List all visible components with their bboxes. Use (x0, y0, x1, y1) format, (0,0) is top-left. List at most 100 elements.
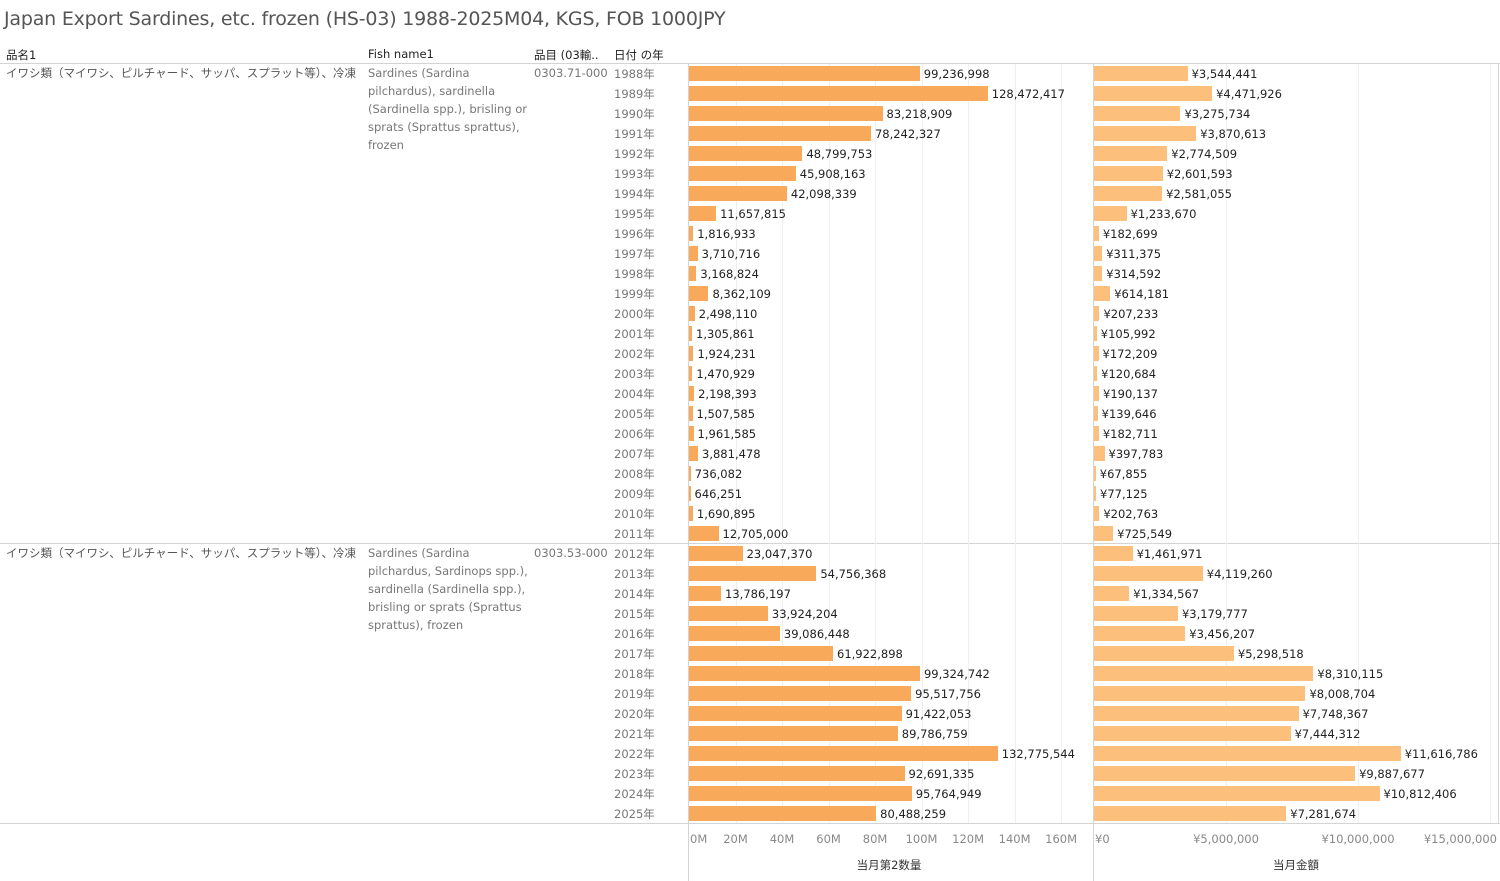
value-bar[interactable] (1094, 206, 1127, 221)
quantity-label: 91,422,053 (905, 707, 972, 721)
quantity-label: 33,924,204 (771, 607, 838, 621)
value-bar[interactable] (1094, 86, 1213, 101)
quantity-bar[interactable] (689, 626, 780, 641)
quantity-bar[interactable] (689, 86, 988, 101)
x-tick-label: 140M (998, 832, 1031, 846)
value-bar[interactable] (1094, 406, 1098, 421)
quantity-bar[interactable] (689, 166, 796, 181)
quantity-label: 1,470,929 (696, 367, 755, 381)
value-bar[interactable] (1094, 186, 1163, 201)
value-bar[interactable] (1094, 326, 1097, 341)
year-label: 2011年 (614, 527, 655, 541)
quantity-label: 42,098,339 (790, 187, 857, 201)
value-bar[interactable] (1094, 626, 1186, 641)
value-bar[interactable] (1094, 426, 1099, 441)
value-bar[interactable] (1094, 306, 1100, 321)
quantity-bar[interactable] (689, 306, 695, 321)
quantity-bar[interactable] (689, 346, 694, 361)
value-bar[interactable] (1094, 686, 1306, 701)
value-bar[interactable] (1094, 786, 1380, 801)
quantity-bar[interactable] (689, 686, 912, 701)
value-bar[interactable] (1094, 526, 1114, 541)
value-bar[interactable] (1094, 566, 1203, 581)
value-bar[interactable] (1094, 106, 1181, 121)
value-bar[interactable] (1094, 766, 1356, 781)
value-bar[interactable] (1094, 166, 1163, 181)
year-label: 1999年 (614, 287, 655, 301)
quantity-bar[interactable] (689, 326, 693, 341)
header-year[interactable]: 日付 の年 (614, 48, 664, 62)
value-bar[interactable] (1094, 606, 1178, 621)
quantity-bar[interactable] (689, 426, 694, 441)
year-label: 1993年 (614, 167, 655, 181)
quantity-bar[interactable] (689, 266, 697, 281)
value-bar[interactable] (1094, 646, 1234, 661)
gridline (828, 64, 830, 823)
value-bar[interactable] (1094, 666, 1314, 681)
year-label: 2022年 (614, 747, 655, 761)
quantity-bar[interactable] (689, 486, 691, 501)
quantity-bar[interactable] (689, 646, 833, 661)
quantity-bar[interactable] (689, 126, 871, 141)
x-tick-label: 120M (952, 832, 984, 846)
quantity-bar[interactable] (689, 786, 912, 801)
value-label: ¥1,334,567 (1133, 587, 1200, 601)
value-bar[interactable] (1094, 226, 1099, 241)
quantity-bar[interactable] (689, 226, 694, 241)
quantity-bar[interactable] (689, 246, 698, 261)
value-bar[interactable] (1094, 506, 1100, 521)
quantity-bar[interactable] (689, 526, 719, 541)
quantity-label: 89,786,759 (901, 727, 968, 741)
quantity-bar[interactable] (689, 386, 695, 401)
value-bar[interactable] (1094, 466, 1096, 481)
value-bar[interactable] (1094, 486, 1097, 501)
quantity-bar[interactable] (689, 546, 743, 561)
quantity-bar[interactable] (689, 806, 877, 821)
header-item-code[interactable]: 品目 (03輸.. (534, 48, 599, 62)
value-bar[interactable] (1094, 246, 1103, 261)
value-bar[interactable] (1094, 726, 1291, 741)
value-bar[interactable] (1094, 546, 1133, 561)
header-fish-name[interactable]: Fish name1 (368, 47, 434, 61)
value-bar[interactable] (1094, 286, 1111, 301)
value-bar[interactable] (1094, 346, 1099, 361)
value-bar[interactable] (1094, 806, 1287, 821)
value-bar[interactable] (1094, 366, 1098, 381)
value-bar[interactable] (1094, 706, 1299, 721)
quantity-label: 80,488,259 (880, 807, 947, 821)
header-divider (0, 63, 1500, 64)
quantity-bar[interactable] (689, 106, 883, 121)
quantity-bar[interactable] (689, 746, 998, 761)
quantity-bar[interactable] (689, 706, 902, 721)
value-bar[interactable] (1094, 746, 1401, 761)
quantity-bar[interactable] (689, 446, 699, 461)
quantity-bar[interactable] (689, 186, 787, 201)
value-bar[interactable] (1094, 386, 1100, 401)
quantity-label: 3,710,716 (701, 247, 761, 261)
value-label: ¥2,581,055 (1166, 187, 1232, 201)
year-label: 2005年 (614, 407, 655, 421)
quantity-bar[interactable] (689, 206, 717, 221)
quantity-bar[interactable] (689, 506, 693, 521)
quantity-bar[interactable] (689, 666, 920, 681)
value-bar[interactable] (1094, 126, 1197, 141)
quantity-bar[interactable] (689, 566, 817, 581)
quantity-bar[interactable] (689, 366, 693, 381)
quantity-label: 95,517,756 (915, 687, 981, 701)
quantity-bar[interactable] (689, 586, 722, 601)
value-bar[interactable] (1094, 146, 1168, 161)
quantity-bar[interactable] (689, 766, 905, 781)
value-bar[interactable] (1094, 446, 1105, 461)
quantity-bar[interactable] (689, 726, 898, 741)
value-bar[interactable] (1094, 66, 1188, 81)
value-bar[interactable] (1094, 586, 1130, 601)
value-bar[interactable] (1094, 266, 1103, 281)
quantity-label: 3,168,824 (700, 267, 759, 281)
quantity-bar[interactable] (689, 66, 920, 81)
quantity-bar[interactable] (689, 286, 709, 301)
quantity-bar[interactable] (689, 466, 691, 481)
quantity-bar[interactable] (689, 146, 803, 161)
quantity-bar[interactable] (689, 406, 693, 421)
header-name-jp[interactable]: 品名1 (6, 48, 37, 62)
quantity-bar[interactable] (689, 606, 768, 621)
